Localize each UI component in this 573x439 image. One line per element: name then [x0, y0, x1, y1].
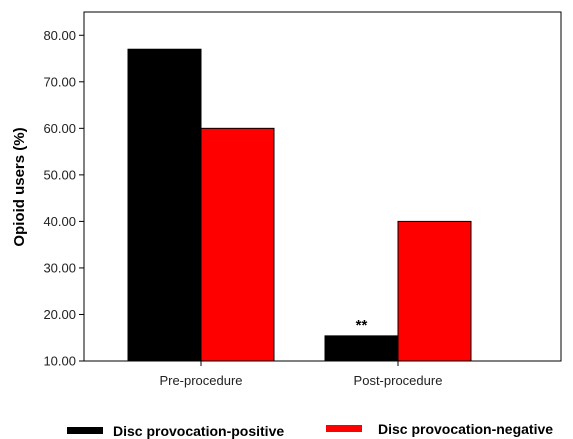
- legend-label-negative: Disc provocation-negative: [378, 421, 553, 437]
- x-tick-label: Pre-procedure: [159, 373, 242, 388]
- x-tick-label: Post-procedure: [354, 373, 443, 388]
- legend-swatch-negative: [326, 425, 362, 432]
- y-axis-label: Opioid users (%): [11, 127, 28, 246]
- legend: Disc provocation-positive Disc provocati…: [67, 421, 553, 439]
- bar-positive-pre: [127, 48, 202, 362]
- y-tick-label: 10.00: [43, 354, 76, 369]
- y-tick-label: 60.00: [43, 121, 76, 136]
- y-tick-label: 40.00: [43, 214, 76, 229]
- bar-positive-post: [324, 335, 399, 362]
- y-tick-label: 70.00: [43, 74, 76, 89]
- legend-label-positive: Disc provocation-positive: [113, 423, 284, 439]
- plot-area: 10.00 20.00 30.00 40.00 50.00 60.00 70.00 80.00…: [43, 11, 562, 388]
- significance-annotation: **: [356, 317, 368, 334]
- y-tick-label: 80.00: [43, 28, 76, 43]
- plot-frame: [83, 11, 562, 362]
- bar-negative-post: [397, 220, 472, 362]
- legend-swatch-positive: [67, 427, 103, 434]
- bar-negative-pre: [200, 127, 275, 362]
- y-tick-label: 50.00: [43, 167, 76, 182]
- y-tick-label: 30.00: [43, 260, 76, 275]
- y-tick-label: 20.00: [43, 307, 76, 322]
